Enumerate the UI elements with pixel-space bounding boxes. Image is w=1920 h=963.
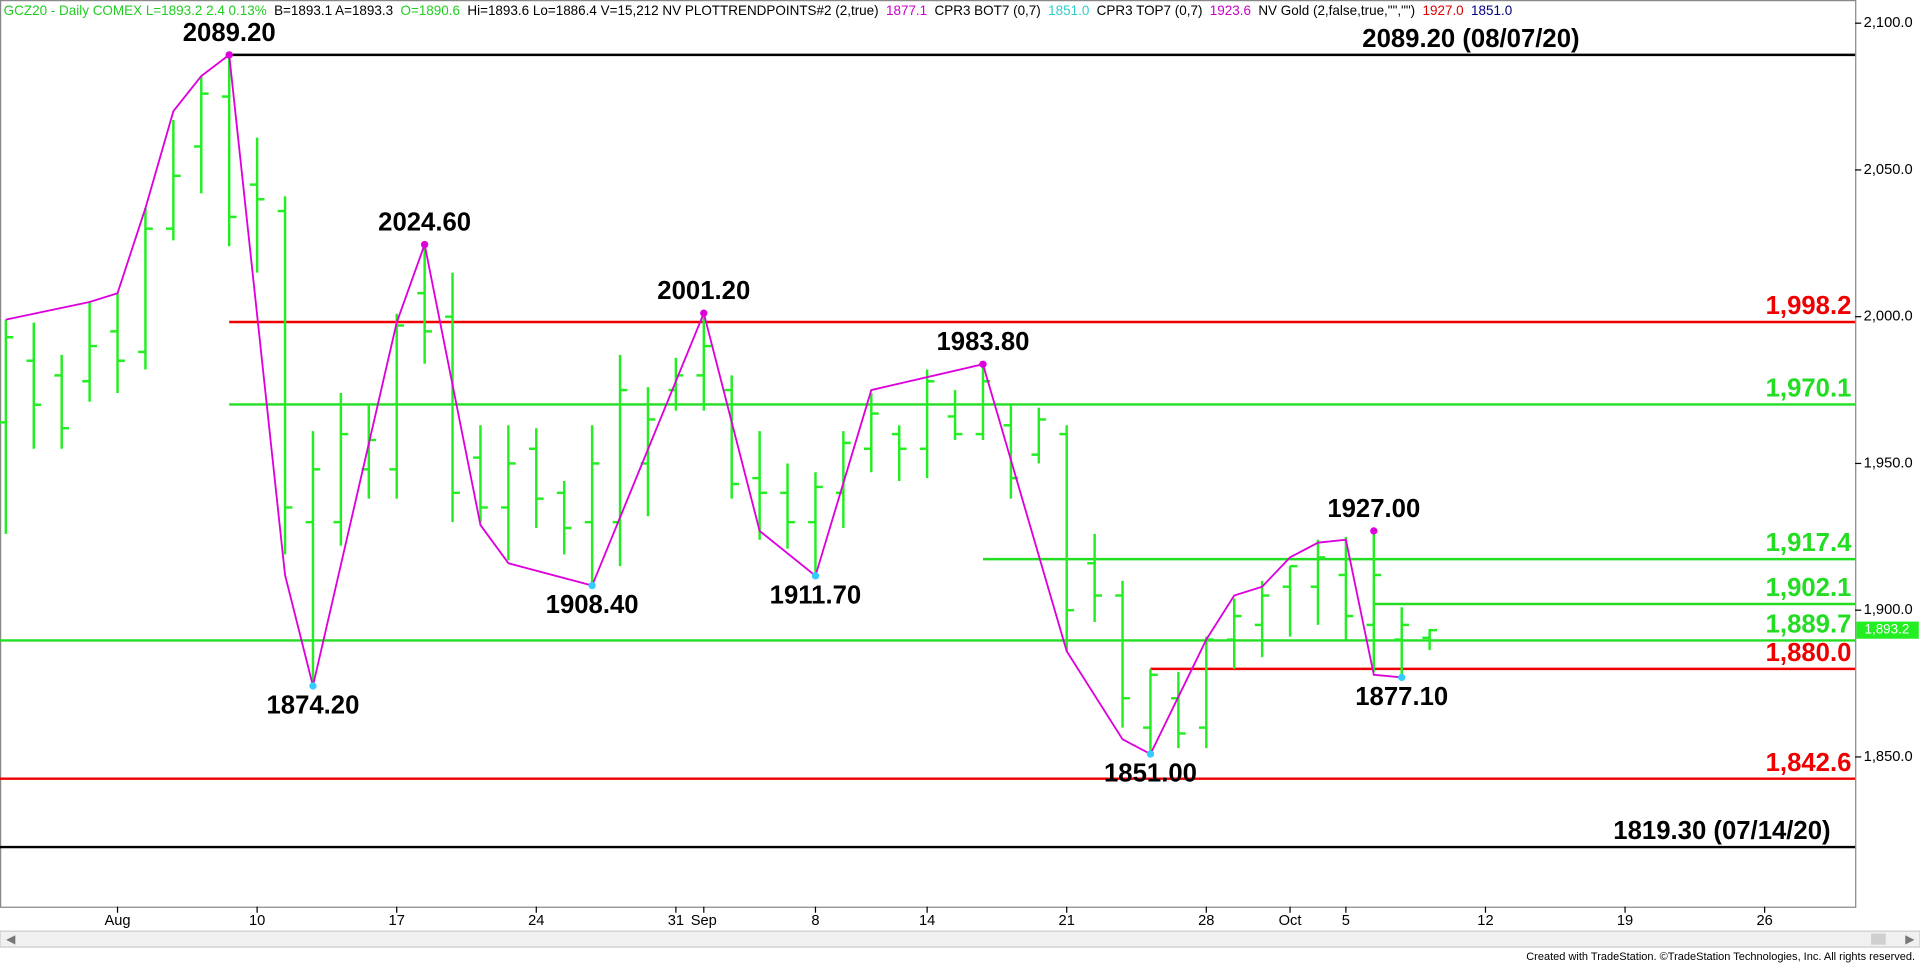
pivot-label: 1911.70	[770, 581, 862, 609]
level-label: 1,889.7	[1766, 611, 1852, 639]
level-label: 1,998.2	[1766, 292, 1852, 320]
pivot-dot	[1398, 673, 1406, 682]
pivot-dot	[700, 309, 708, 317]
x-tick-label: 19	[1617, 913, 1633, 929]
header-segment: B=1893.1 A=1893.3	[274, 3, 393, 18]
pivot-dot	[979, 360, 987, 368]
pivot-label: 2024.60	[378, 208, 471, 236]
x-tick-label: 28	[1198, 913, 1214, 929]
pivot-label: 2001.20	[657, 277, 750, 305]
pivot-label: 2089.20	[183, 19, 276, 47]
trend-line	[5, 53, 1402, 756]
header-segment: 1927.0	[1422, 3, 1463, 18]
pivot-dot	[588, 581, 596, 590]
scroll-left[interactable]: ◀	[6, 932, 16, 946]
header-segment: 1877.1	[886, 3, 927, 18]
pivot-label: 1874.20	[266, 692, 359, 720]
pivot-label: 1908.40	[546, 591, 639, 619]
x-tick-label: 26	[1756, 913, 1772, 929]
header-segment: O=1890.6	[400, 3, 460, 18]
footer: Created with TradeStation. ©TradeStation…	[1526, 951, 1915, 963]
pivot-label: 1927.00	[1327, 495, 1420, 523]
x-tick-label: 8	[811, 913, 819, 929]
level-label: 1,880.0	[1766, 639, 1852, 667]
pivot-label: 1877.10	[1355, 683, 1448, 711]
y-tick-label: 2,000.0	[1864, 309, 1913, 325]
level-label: 1,842.6	[1766, 749, 1852, 777]
pivot-dot	[811, 572, 820, 580]
pivot-dot	[1146, 750, 1155, 758]
header: GCZ20 - Daily COMEX L=1893.2 2.4 0.13% B=…	[4, 3, 1513, 18]
header-segment: CPR3 TOP7 (0,7)	[1097, 3, 1203, 18]
x-tick-label: 17	[389, 913, 405, 929]
pivot-dot	[309, 682, 317, 690]
y-tick-label: 1,850.0	[1864, 749, 1913, 765]
x-tick-label: Oct	[1279, 913, 1302, 929]
scrollbar[interactable]	[0, 930, 1920, 948]
pivot-dot	[1370, 527, 1378, 535]
level-label: 1,917.4	[1766, 529, 1852, 557]
y-tick-label: 1,950.0	[1864, 455, 1913, 471]
level-label: 1,902.1	[1766, 574, 1852, 602]
header-segment: NV Gold (2,false,true,"","")	[1258, 3, 1415, 18]
x-tick-label: Aug	[104, 913, 130, 929]
x-tick-label: 24	[528, 913, 544, 929]
last-price-tag	[1856, 621, 1919, 639]
level-label: 2089.20 (08/07/20)	[1362, 25, 1579, 53]
y-tick-label: 2,100.0	[1864, 15, 1913, 31]
scrollbar-thumb[interactable]	[1871, 933, 1886, 945]
x-tick-label: 5	[1342, 913, 1350, 929]
pivot-label: 1851.00	[1104, 760, 1197, 788]
pivot-dot	[225, 51, 233, 59]
x-tick-label: 21	[1059, 913, 1075, 929]
y-tick-label: 1,900.0	[1864, 602, 1913, 618]
level-label: 1,970.1	[1766, 375, 1852, 403]
last-price-label: 1,893.2	[1864, 622, 1909, 637]
x-tick-label: 12	[1477, 913, 1493, 929]
y-tick-label: 2,050.0	[1864, 162, 1913, 178]
scroll-right[interactable]: ▶	[1905, 932, 1915, 946]
header-segment: 1851.0	[1471, 3, 1512, 18]
x-tick-label: 31	[668, 913, 684, 929]
pivot-dot	[420, 240, 429, 249]
x-tick-label: Sep	[691, 913, 717, 929]
header-segment: 1851.0	[1048, 3, 1089, 18]
pivot-label: 1983.80	[936, 328, 1029, 356]
header-segment: 1923.6	[1210, 3, 1251, 18]
header-segment: CPR3 BOT7 (0,7)	[935, 3, 1041, 18]
header-segment: GCZ20 - Daily COMEX L=1893.2 2.4 0.13%	[4, 3, 267, 18]
x-tick-label: 10	[249, 913, 265, 929]
x-tick-label: 14	[919, 913, 935, 929]
level-label: 1819.30 (07/14/20)	[1613, 817, 1830, 845]
header-segment: Hi=1893.6 Lo=1886.4 V=15,212 NV PLOTTREN…	[467, 3, 878, 18]
